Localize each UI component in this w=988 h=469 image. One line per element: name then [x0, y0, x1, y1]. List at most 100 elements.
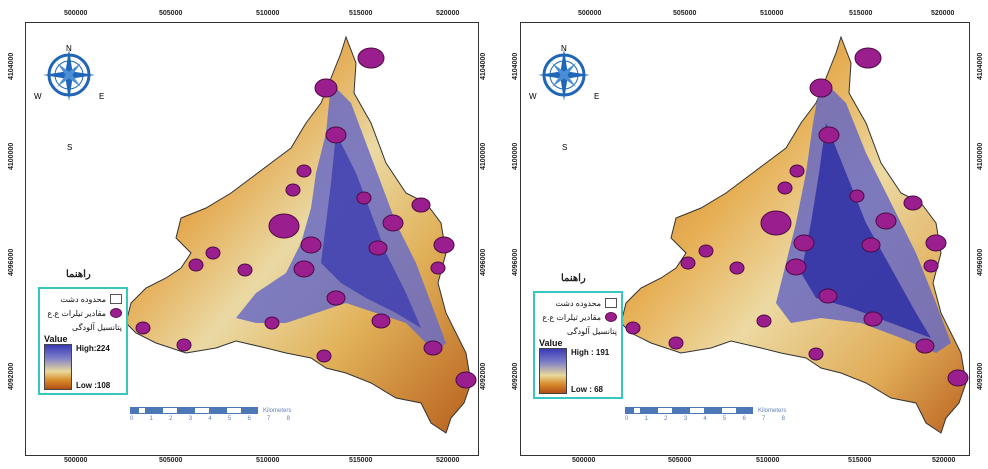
map-frame: N S E W راهنما محدوده دشت مقادیر تیلرات … — [25, 22, 479, 456]
well-marker[interactable] — [785, 258, 807, 276]
x-tick-bottom: 520000 — [932, 457, 956, 464]
well-marker[interactable] — [923, 259, 939, 273]
well-marker[interactable] — [285, 183, 301, 197]
y-tick-right: 4092000 — [480, 362, 487, 390]
x-tick-bottom: 500000 — [572, 457, 596, 464]
well-marker[interactable] — [325, 126, 347, 144]
legend-high: High:224 — [76, 344, 110, 353]
well-marker[interactable] — [268, 213, 300, 239]
well-marker[interactable] — [188, 258, 204, 272]
well-marker[interactable] — [809, 78, 833, 98]
well-marker[interactable] — [455, 371, 477, 389]
y-tick-left: 4100000 — [512, 142, 519, 170]
well-marker[interactable] — [818, 126, 840, 144]
well-marker[interactable] — [135, 321, 151, 335]
compass-rose-icon — [538, 49, 590, 101]
well-marker[interactable] — [875, 212, 897, 230]
well-marker[interactable] — [433, 236, 455, 254]
compass-north: N — [66, 44, 72, 53]
y-tick-left: 4096000 — [512, 248, 519, 276]
well-marker[interactable] — [368, 240, 388, 256]
well-marker[interactable] — [371, 313, 391, 329]
well-markers — [625, 47, 969, 387]
well-marker[interactable] — [668, 336, 684, 350]
legend-wells-label: مقادیر تیلرات ﻉ.ﻉ — [47, 308, 106, 318]
map-frame: N S E W راهنما محدوده دشت مقادیر تیلرات … — [520, 22, 970, 456]
well-marker[interactable] — [176, 338, 192, 352]
well-marker[interactable] — [296, 164, 312, 178]
x-tick-top: 520000 — [436, 10, 460, 17]
legend-title: راهنما — [561, 273, 586, 284]
well-marker[interactable] — [756, 314, 772, 328]
well-markers — [135, 47, 477, 389]
compass-west: W — [34, 92, 42, 101]
well-marker[interactable] — [264, 316, 280, 330]
well-marker[interactable] — [698, 244, 714, 258]
well-marker[interactable] — [300, 236, 322, 254]
well-marker[interactable] — [789, 164, 805, 178]
well-marker[interactable] — [729, 261, 745, 275]
map-canvas — [538, 35, 969, 434]
legend-potential-label: پتانسیل آلودگی — [72, 322, 122, 332]
well-marker[interactable] — [357, 47, 385, 69]
well-marker[interactable] — [680, 256, 696, 270]
well-marker[interactable] — [205, 246, 221, 260]
compass-rose-icon — [43, 49, 95, 101]
y-tick-left: 4096000 — [8, 248, 15, 276]
legend-title: راهنما — [66, 269, 91, 280]
well-marker[interactable] — [915, 338, 935, 354]
x-tick-bottom: 510000 — [256, 457, 280, 464]
plain-boundary — [125, 35, 472, 434]
map-panel-left: 500000 505000 510000 515000 520000 50000… — [8, 10, 487, 464]
x-tick-bottom: 515000 — [848, 457, 872, 464]
well-marker[interactable] — [808, 347, 824, 361]
well-marker[interactable] — [430, 261, 446, 275]
y-tick-left: 4092000 — [512, 362, 519, 390]
well-marker[interactable] — [237, 263, 253, 277]
legend-boundary: محدوده دشت — [44, 292, 122, 306]
well-marker[interactable] — [314, 78, 338, 98]
well-marker[interactable] — [382, 214, 404, 232]
well-marker[interactable] — [947, 369, 969, 387]
well-marker[interactable] — [925, 234, 947, 252]
well-marker[interactable] — [423, 340, 443, 356]
legend-low: Low : 68 — [571, 385, 604, 394]
well-marker[interactable] — [861, 237, 881, 253]
well-marker[interactable] — [793, 234, 815, 252]
well-marker[interactable] — [760, 210, 792, 236]
compass-east: E — [594, 92, 600, 101]
legend-wells: مقادیر تیلرات ﻉ.ﻉ — [539, 310, 617, 324]
well-marker[interactable] — [411, 197, 431, 213]
legend-low: Low :108 — [76, 381, 111, 390]
compass-east: E — [99, 92, 105, 101]
compass-south: S — [562, 143, 568, 152]
x-tick-top: 500000 — [64, 10, 88, 17]
well-marker[interactable] — [316, 349, 332, 363]
color-ramp — [539, 348, 567, 394]
well-marker[interactable] — [818, 288, 838, 304]
well-marker[interactable] — [326, 290, 346, 306]
high-zone-core — [801, 123, 931, 338]
well-marker[interactable] — [854, 47, 882, 69]
well-marker[interactable] — [849, 189, 865, 203]
legend-high: High : 191 — [571, 348, 610, 357]
x-tick-top: 515000 — [349, 10, 373, 17]
well-marker[interactable] — [863, 311, 883, 327]
map-canvas — [43, 35, 477, 434]
scale-unit: Kilometers — [263, 407, 292, 414]
y-tick-right: 4096000 — [480, 248, 487, 276]
x-tick-top: 520000 — [931, 10, 955, 17]
y-tick-right: 4100000 — [480, 142, 487, 170]
legend-value-label: Value — [44, 334, 68, 344]
well-marker[interactable] — [903, 195, 923, 211]
well-marker[interactable] — [777, 181, 793, 195]
x-tick-top: 515000 — [849, 10, 873, 17]
y-tick-right: 4092000 — [977, 362, 984, 390]
legend-potential-label: پتانسیل آلودگی — [567, 326, 617, 336]
well-marker[interactable] — [293, 260, 315, 278]
well-marker[interactable] — [625, 321, 641, 335]
x-tick-top: 510000 — [256, 10, 280, 17]
well-marker[interactable] — [356, 191, 372, 205]
scale-bar: Kilometers — [130, 407, 291, 414]
